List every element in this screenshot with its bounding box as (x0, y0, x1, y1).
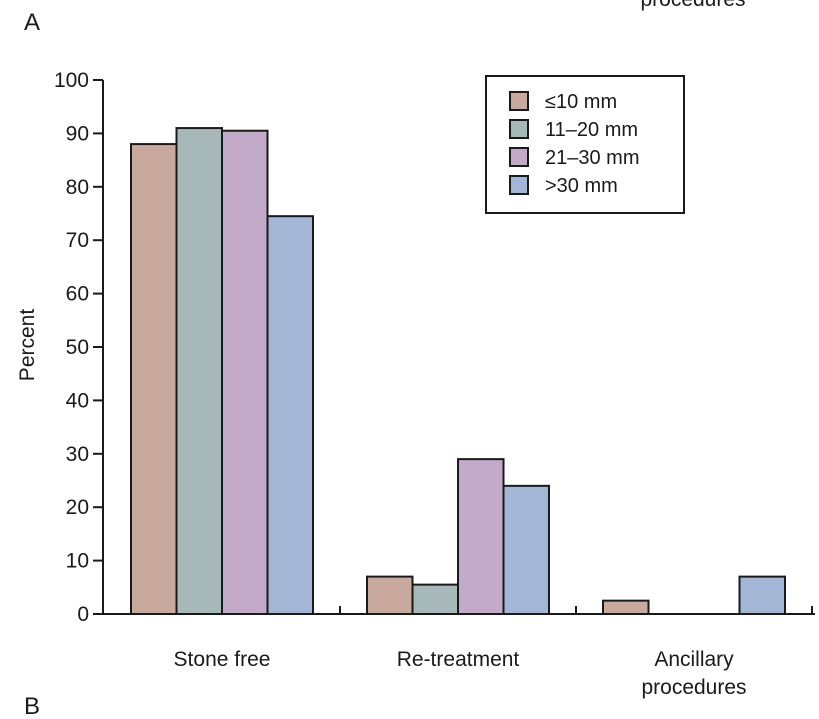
y-tick-label: 0 (77, 603, 89, 626)
panel-label-b: B (24, 693, 40, 719)
bar (738, 575, 786, 615)
x-category-label-line: Ancillary (654, 648, 734, 671)
legend-label: 11–20 mm (545, 119, 638, 141)
bar (266, 215, 314, 615)
y-tick-label: 20 (66, 496, 89, 519)
y-tick-label: 30 (66, 443, 89, 466)
y-tick-label: 60 (66, 283, 89, 306)
y-tick-label: 70 (66, 229, 89, 252)
x-category-label: Ancillary procedures (641, 648, 746, 699)
legend-label: 21–30 mm (545, 147, 640, 169)
y-tick-label: 50 (66, 336, 89, 359)
cutoff-text-top: procedures (640, 0, 745, 11)
bar (502, 484, 550, 615)
bar (130, 143, 178, 616)
y-tick-label: 90 (66, 122, 89, 145)
x-category-label-line: Stone free (174, 648, 271, 671)
bar (221, 129, 269, 615)
x-category-label: Re-treatment (397, 648, 520, 671)
legend-label: ≤10 mm (545, 91, 617, 113)
bar (602, 599, 650, 616)
bar (457, 458, 505, 616)
panel-label-a: A (24, 9, 40, 36)
legend-swatch (509, 175, 529, 195)
legend-label: >30 mm (545, 175, 618, 197)
bar (411, 583, 459, 616)
bar (175, 127, 223, 615)
x-category-label-line: procedures (641, 676, 746, 699)
legend-swatch (509, 119, 529, 139)
x-category-label: Stone free (174, 648, 271, 671)
y-tick-label: 80 (66, 176, 89, 199)
legend: ≤10 mm 11–20 mm 21–30 mm >30 mm (485, 75, 685, 214)
bars (130, 127, 786, 616)
y-tick-label: 40 (66, 389, 89, 412)
x-category-label-line: Re-treatment (397, 648, 520, 671)
y-axis: 0 10 20 30 40 50 60 70 80 90 100 (54, 69, 104, 626)
x-axis: Stone free Re-treatment Ancillary procedure… (103, 606, 815, 699)
y-tick-label: 10 (66, 550, 89, 573)
y-tick-label: 100 (54, 69, 89, 92)
bar (366, 575, 414, 615)
y-axis-title: Percent (16, 309, 39, 382)
legend-swatch (509, 91, 529, 111)
legend-swatch (509, 147, 529, 167)
